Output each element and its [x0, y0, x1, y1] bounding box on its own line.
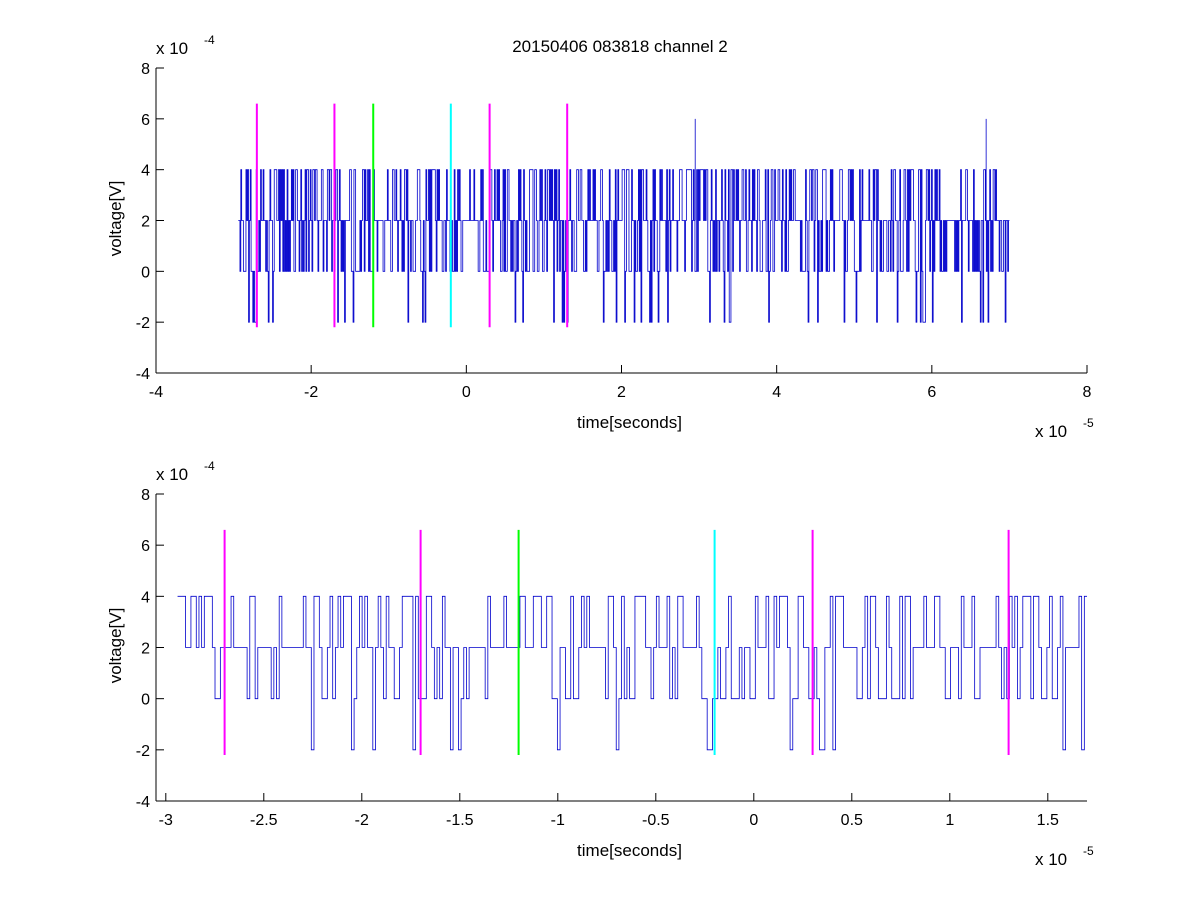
- x-tick-label: -0.5: [642, 812, 670, 829]
- y-multiplier-base: x 10: [156, 39, 188, 58]
- x-tick-label: 0.5: [841, 812, 863, 829]
- y-axis-label: voltage[V]: [106, 181, 125, 257]
- x-tick-label: -1: [551, 812, 565, 829]
- x-tick-label: -2.5: [250, 812, 278, 829]
- y-tick-label: 2: [141, 214, 150, 231]
- top-plot: -4 -2 0 2 4 6 8 -4 -2 0 2 4 6 8 time[seconds] voltage[V…: [106, 33, 1094, 441]
- x-tick-label: -3: [159, 812, 173, 829]
- x-tick-label: -1.5: [446, 812, 474, 829]
- y-tick-label: 6: [141, 538, 150, 555]
- x-tick-label: 2: [617, 384, 626, 401]
- y-tick-label: -2: [136, 315, 150, 332]
- x-tick-label: -4: [149, 384, 163, 401]
- y-tick-label: 8: [141, 487, 150, 504]
- x-tick-label: 0: [749, 812, 758, 829]
- bottom-plot: -3 -2.5 -2 -1.5 -1 -0.5 0 0.5 1 1.5 -4 -2 0 2 4 6 8 time[…: [106, 459, 1094, 869]
- chart-title: 20150406 083818 channel 2: [512, 37, 728, 56]
- x-tick-label: 0: [462, 384, 471, 401]
- y-multiplier-exponent: -4: [204, 459, 215, 473]
- y-tick-label: 8: [141, 61, 150, 78]
- y-tick-label: 2: [141, 641, 150, 658]
- y-tick-label: 0: [141, 692, 150, 709]
- y-multiplier-exponent: -4: [204, 33, 215, 47]
- x-multiplier-exponent: -5: [1083, 416, 1094, 430]
- x-axis-label: time[seconds]: [577, 841, 682, 860]
- x-tick-label: 6: [927, 384, 936, 401]
- x-tick-label: -2: [304, 384, 318, 401]
- y-tick-label: -4: [136, 366, 150, 383]
- y-multiplier-base: x 10: [156, 465, 188, 484]
- x-tick-label: 1.5: [1037, 812, 1059, 829]
- signal-trace: [238, 118, 1010, 323]
- y-tick-label: 0: [141, 264, 150, 281]
- x-tick-label: 4: [772, 384, 781, 401]
- y-tick-label: 4: [141, 163, 150, 180]
- x-multiplier-base: x 10: [1035, 850, 1067, 869]
- x-multiplier-exponent: -5: [1083, 844, 1094, 858]
- signal-trace: [177, 595, 1087, 751]
- x-axis-label: time[seconds]: [577, 413, 682, 432]
- x-tick-label: 8: [1083, 384, 1092, 401]
- y-tick-label: 6: [141, 112, 150, 129]
- x-tick-label: -2: [355, 812, 369, 829]
- y-axis-label: voltage[V]: [106, 608, 125, 684]
- y-tick-label: -4: [136, 794, 150, 811]
- y-tick-label: -2: [136, 743, 150, 760]
- x-tick-label: 1: [945, 812, 954, 829]
- y-tick-label: 4: [141, 589, 150, 606]
- x-multiplier-base: x 10: [1035, 422, 1067, 441]
